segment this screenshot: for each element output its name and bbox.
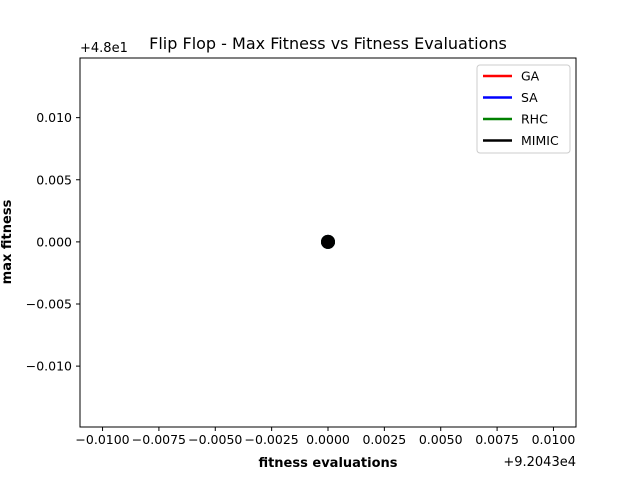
x-tick-label: 0.0025: [362, 432, 406, 447]
x-tick-label: 0.0075: [475, 432, 519, 447]
legend-frame: [476, 64, 571, 154]
x-axis-label: fitness evaluations: [258, 456, 397, 471]
y-axis-label: max fitness: [0, 199, 15, 284]
x-offset-label: +9.2043e4: [503, 455, 576, 470]
x-tick-label: −0.0050: [188, 432, 242, 447]
y-tick-label: 0.000: [36, 234, 72, 249]
legend-label-ga: GA: [521, 69, 540, 84]
x-tick-label: 0.0050: [419, 432, 463, 447]
y-tick-label: 0.010: [36, 110, 72, 125]
y-offset-label: +4.8e1: [80, 41, 128, 56]
legend: GA SA RHC MIMIC: [476, 64, 571, 154]
data-marks: [321, 234, 335, 249]
x-tick-label: −0.0100: [75, 432, 129, 447]
x-tick-label: 0.0100: [532, 432, 576, 447]
legend-label-rhc: RHC: [521, 112, 548, 127]
x-tick-label: −0.0025: [245, 432, 299, 447]
x-tick-label: −0.0075: [132, 432, 186, 447]
x-tick-label: 0.0000: [306, 432, 350, 447]
chart-title: Flip Flop - Max Fitness vs Fitness Evalu…: [149, 34, 507, 53]
y-tick-label: −0.005: [26, 297, 72, 312]
legend-label-sa: SA: [521, 90, 538, 105]
legend-label-mimic: MIMIC: [521, 133, 559, 148]
y-tick-label: 0.005: [36, 172, 72, 187]
data-point-mimic: [321, 234, 335, 249]
y-tick-label: −0.010: [26, 359, 72, 374]
ticks-group: −0.0100 −0.0075 −0.0050 −0.0025 0.0000 0.0025…: [26, 110, 576, 447]
axes-frame: [79, 57, 577, 428]
